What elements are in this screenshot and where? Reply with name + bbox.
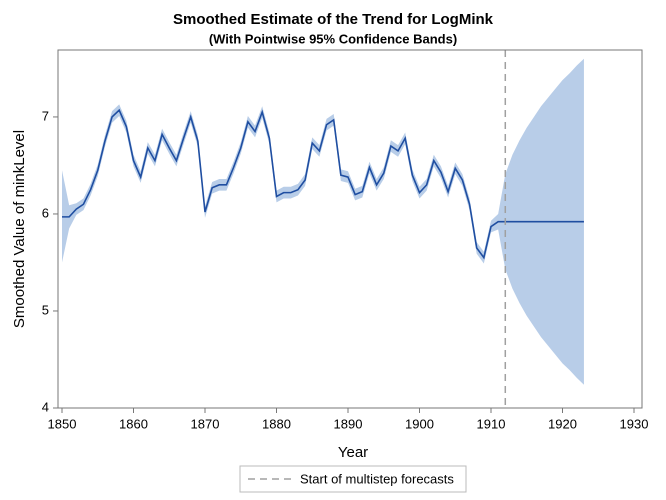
y-axis-label: Smoothed Value of minkLevel bbox=[11, 130, 28, 328]
x-tick-label: 1850 bbox=[48, 416, 77, 431]
x-tick-label: 1890 bbox=[334, 416, 363, 431]
x-tick-label: 1910 bbox=[477, 416, 506, 431]
trend-line bbox=[62, 108, 584, 260]
y-tick-label: 6 bbox=[42, 205, 49, 220]
y-tick-label: 4 bbox=[42, 399, 49, 414]
plot-frame bbox=[57, 49, 643, 409]
x-tick-label: 1930 bbox=[620, 416, 649, 431]
y-tick-label: 5 bbox=[42, 302, 49, 317]
x-tick-label: 1880 bbox=[262, 416, 291, 431]
x-tick-label: 1870 bbox=[191, 416, 220, 431]
x-tick-label: 1900 bbox=[405, 416, 434, 431]
x-tick-label: 1920 bbox=[548, 416, 577, 431]
legend-label: Start of multistep forecasts bbox=[300, 471, 454, 486]
x-axis-label: Year bbox=[338, 444, 368, 461]
chart-title: Smoothed Estimate of the Trend for LogMi… bbox=[173, 11, 494, 28]
y-tick-label: 7 bbox=[42, 108, 49, 123]
legend-box bbox=[239, 465, 467, 493]
x-tick-label: 1860 bbox=[119, 416, 148, 431]
chart-subtitle: (With Pointwise 95% Confidence Bands) bbox=[209, 31, 457, 46]
